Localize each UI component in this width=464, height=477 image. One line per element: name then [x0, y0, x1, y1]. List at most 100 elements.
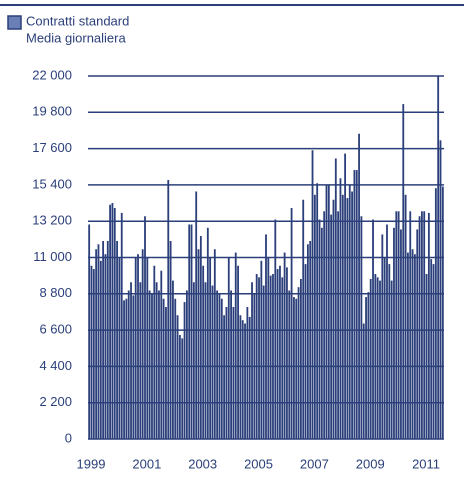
bar [283, 252, 286, 439]
bar [402, 104, 405, 440]
bar [220, 298, 223, 439]
bar [148, 290, 151, 439]
bar [279, 265, 281, 439]
bar [146, 257, 149, 439]
x-tick-label: 2001 [132, 456, 161, 471]
bar [211, 285, 214, 439]
bar [195, 191, 198, 439]
y-tick-label: 22 000 [32, 67, 72, 82]
bar [213, 249, 216, 439]
bar [395, 211, 398, 439]
bar [206, 227, 209, 439]
bar [374, 274, 377, 439]
bar [202, 265, 205, 439]
bar [153, 265, 156, 439]
subtitle: Media giornaliera [26, 30, 126, 45]
bar [88, 224, 91, 439]
bar [432, 264, 435, 439]
bar [416, 229, 419, 439]
bar [286, 267, 288, 439]
bar [423, 211, 426, 439]
bar [181, 338, 184, 439]
bar [183, 302, 186, 439]
bar [262, 285, 265, 439]
y-tick-label: 4 400 [39, 358, 72, 373]
bar [176, 315, 179, 439]
bar [353, 170, 356, 440]
bar [162, 298, 165, 439]
bar [367, 292, 370, 439]
y-tick-label: 19 800 [32, 104, 72, 119]
bar [388, 264, 391, 439]
bar [355, 170, 358, 440]
bar [376, 277, 379, 439]
bar [381, 234, 384, 439]
bar [139, 282, 142, 439]
bar [306, 244, 309, 439]
bar [158, 290, 160, 439]
bar [209, 257, 212, 439]
bar [393, 227, 395, 439]
bar [316, 183, 319, 439]
bar [341, 194, 344, 439]
bar [118, 257, 121, 439]
bar [313, 194, 316, 439]
bar [106, 241, 109, 439]
bar [144, 216, 146, 439]
bar [137, 254, 139, 439]
bar [199, 236, 202, 439]
x-tick-label: 1999 [77, 456, 106, 471]
bar [134, 257, 137, 439]
bar [288, 290, 291, 439]
bar [130, 282, 132, 439]
bar [332, 199, 335, 439]
bar [155, 282, 158, 439]
x-tick-label: 2003 [188, 456, 217, 471]
y-tick-label: 15 400 [32, 176, 72, 191]
bar [169, 241, 172, 439]
bar [244, 323, 246, 439]
bar [344, 153, 347, 440]
bar [109, 204, 112, 439]
bar [360, 216, 363, 439]
bar [141, 249, 144, 439]
bar [400, 229, 402, 439]
bar [111, 203, 114, 439]
y-tick-label: 17 600 [32, 140, 72, 155]
bar [334, 158, 337, 439]
bar [190, 224, 193, 439]
bar [188, 224, 191, 439]
bar [178, 335, 181, 439]
bar [160, 270, 163, 439]
bar [311, 150, 314, 439]
bar [174, 298, 177, 439]
bar [369, 278, 372, 439]
y-tick-label: 2 200 [39, 394, 72, 409]
bar [90, 265, 93, 439]
bar [383, 257, 386, 439]
x-tick-label: 2005 [244, 456, 273, 471]
bar [267, 257, 270, 439]
y-tick-label: 8 800 [39, 285, 72, 300]
bar [251, 282, 253, 439]
bar [113, 208, 116, 439]
bar [197, 249, 200, 439]
bar [362, 323, 365, 439]
bar [365, 297, 367, 439]
bar [95, 249, 98, 439]
bar [390, 280, 393, 439]
bar [339, 178, 342, 440]
bar [132, 295, 135, 439]
bar [430, 259, 433, 439]
bar [185, 290, 188, 439]
bar [276, 269, 279, 439]
bar [379, 280, 381, 439]
bar [272, 274, 274, 439]
bar [216, 290, 219, 439]
bar [290, 208, 293, 439]
bar [409, 211, 412, 439]
bar [255, 274, 258, 439]
bar [304, 264, 307, 439]
bar [102, 241, 105, 439]
